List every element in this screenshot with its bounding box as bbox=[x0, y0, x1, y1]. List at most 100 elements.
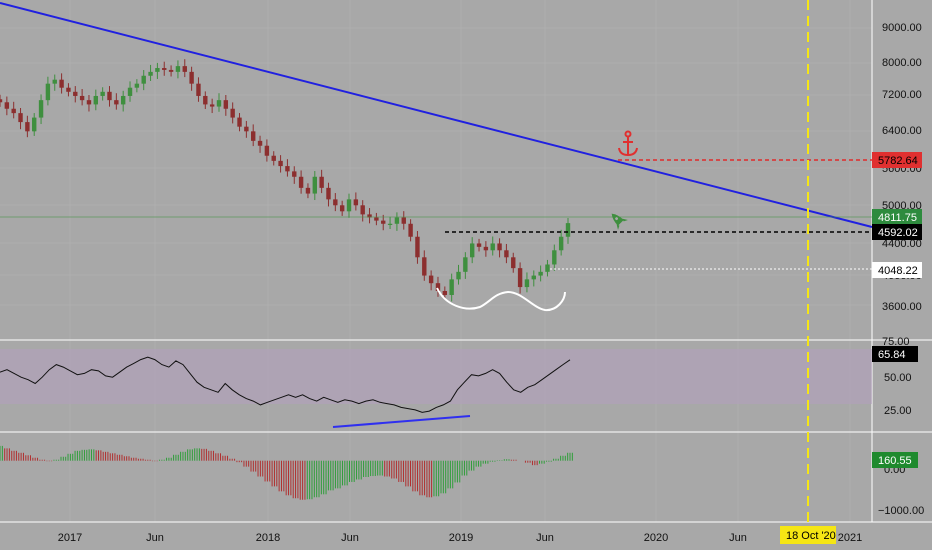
price-tick-label: 4400.00 bbox=[882, 238, 922, 250]
candle-body bbox=[428, 275, 434, 284]
candle-body bbox=[552, 250, 557, 265]
candle-body bbox=[374, 217, 379, 221]
time-tick-label: Jun bbox=[536, 532, 554, 544]
macd-value-label: 160.55 bbox=[872, 452, 918, 468]
candle-body bbox=[100, 91, 105, 96]
candle-body bbox=[367, 214, 372, 218]
candle-body bbox=[79, 95, 85, 101]
candle-body bbox=[415, 236, 420, 258]
svg-text:65.84: 65.84 bbox=[878, 349, 906, 361]
candle-body bbox=[257, 140, 263, 146]
candle-body bbox=[292, 171, 297, 177]
candle-body bbox=[4, 102, 10, 109]
support-price-label: 4592.02 bbox=[872, 224, 922, 240]
candle-body bbox=[422, 257, 427, 276]
candle-body bbox=[45, 83, 51, 101]
rsi-tick-75: 75.00 bbox=[882, 336, 910, 348]
svg-text:4811.75: 4811.75 bbox=[878, 212, 917, 224]
descending-trendline bbox=[0, 2, 873, 228]
candle-body bbox=[203, 95, 208, 105]
candle-body bbox=[442, 291, 448, 295]
candle-body bbox=[333, 199, 338, 206]
time-tick-label: 2019 bbox=[449, 532, 473, 544]
svg-text:18 Oct '20: 18 Oct '20 bbox=[786, 530, 836, 542]
price-tick-label: 6400.00 bbox=[882, 125, 922, 137]
candle-body bbox=[394, 217, 400, 224]
price-tick-label: 8000.00 bbox=[882, 57, 922, 69]
candle-body bbox=[511, 257, 516, 269]
candle-body bbox=[237, 117, 242, 127]
time-tick-label: Jun bbox=[341, 532, 359, 544]
candle-body bbox=[319, 176, 324, 188]
candle-body bbox=[339, 205, 345, 212]
rsi-line bbox=[0, 356, 571, 413]
time-tick-label: Jun bbox=[729, 532, 747, 544]
candle-body bbox=[182, 66, 187, 72]
candle-body bbox=[120, 95, 126, 105]
candle-body bbox=[401, 217, 406, 224]
candle-body bbox=[52, 79, 57, 84]
rsi-panel bbox=[0, 356, 571, 413]
price-tick-label: 3600.00 bbox=[882, 301, 922, 313]
event-date-label: 18 Oct '20 bbox=[780, 526, 836, 544]
candle-body bbox=[114, 100, 119, 105]
candle-body bbox=[25, 122, 30, 132]
svg-text:5782.64: 5782.64 bbox=[878, 155, 918, 167]
candle-body bbox=[93, 95, 99, 105]
candle-body bbox=[141, 75, 146, 84]
candle-body bbox=[538, 271, 543, 276]
candle-body bbox=[18, 113, 23, 123]
candle-body bbox=[230, 108, 235, 118]
svg-text:4592.02: 4592.02 bbox=[878, 227, 918, 239]
candle-body bbox=[381, 220, 386, 224]
candle-body bbox=[565, 223, 571, 237]
candle-body bbox=[0, 99, 3, 103]
double-bottom-curve bbox=[436, 287, 566, 312]
rocket-icon bbox=[611, 213, 628, 230]
candle-body bbox=[59, 79, 64, 88]
candle-body bbox=[86, 100, 92, 105]
time-tick-label: 2020 bbox=[644, 532, 668, 544]
candle-body bbox=[216, 100, 222, 107]
candle-body bbox=[209, 104, 215, 107]
rsi-value-label: 65.84 bbox=[872, 346, 918, 362]
time-tick-label: Jun bbox=[146, 532, 164, 544]
candle-body bbox=[244, 126, 249, 132]
price-tick-label: 7200.00 bbox=[882, 89, 922, 101]
price-candles bbox=[0, 59, 571, 302]
candle-body bbox=[155, 68, 160, 72]
rsi-divergence-line bbox=[332, 415, 471, 428]
time-axis: 2017 Jun 2018 Jun 2019 Jun 2020 Jun 2021 bbox=[58, 532, 862, 544]
candle-body bbox=[497, 243, 502, 251]
candle-body bbox=[38, 100, 44, 118]
candle-body bbox=[134, 83, 140, 88]
low-price-label: 4048.22 bbox=[872, 262, 922, 278]
candle-body bbox=[127, 87, 133, 96]
rsi-tick-50: 50.00 bbox=[884, 372, 912, 384]
candle-body bbox=[271, 155, 276, 161]
candle-body bbox=[353, 199, 359, 206]
candle-body bbox=[360, 205, 365, 215]
candle-body bbox=[545, 264, 550, 272]
candle-body bbox=[162, 68, 167, 70]
candle-body bbox=[524, 279, 530, 288]
candle-body bbox=[504, 250, 509, 258]
rsi-tick-25: 25.00 bbox=[884, 405, 912, 417]
candle-body bbox=[531, 275, 536, 280]
candle-body bbox=[346, 199, 352, 212]
candle-body bbox=[168, 69, 174, 72]
time-tick-label: 2018 bbox=[256, 532, 280, 544]
candle-body bbox=[175, 66, 181, 72]
candle-body bbox=[148, 71, 153, 76]
svg-text:160.55: 160.55 bbox=[878, 455, 912, 467]
candle-body bbox=[490, 243, 495, 251]
candle-body bbox=[469, 243, 475, 258]
candle-body bbox=[449, 279, 454, 295]
candle-body bbox=[107, 91, 112, 101]
candle-body bbox=[73, 91, 78, 96]
candle-body bbox=[251, 131, 256, 141]
candle-body bbox=[435, 283, 441, 292]
candle-body bbox=[463, 257, 468, 272]
candle-body bbox=[264, 145, 270, 156]
